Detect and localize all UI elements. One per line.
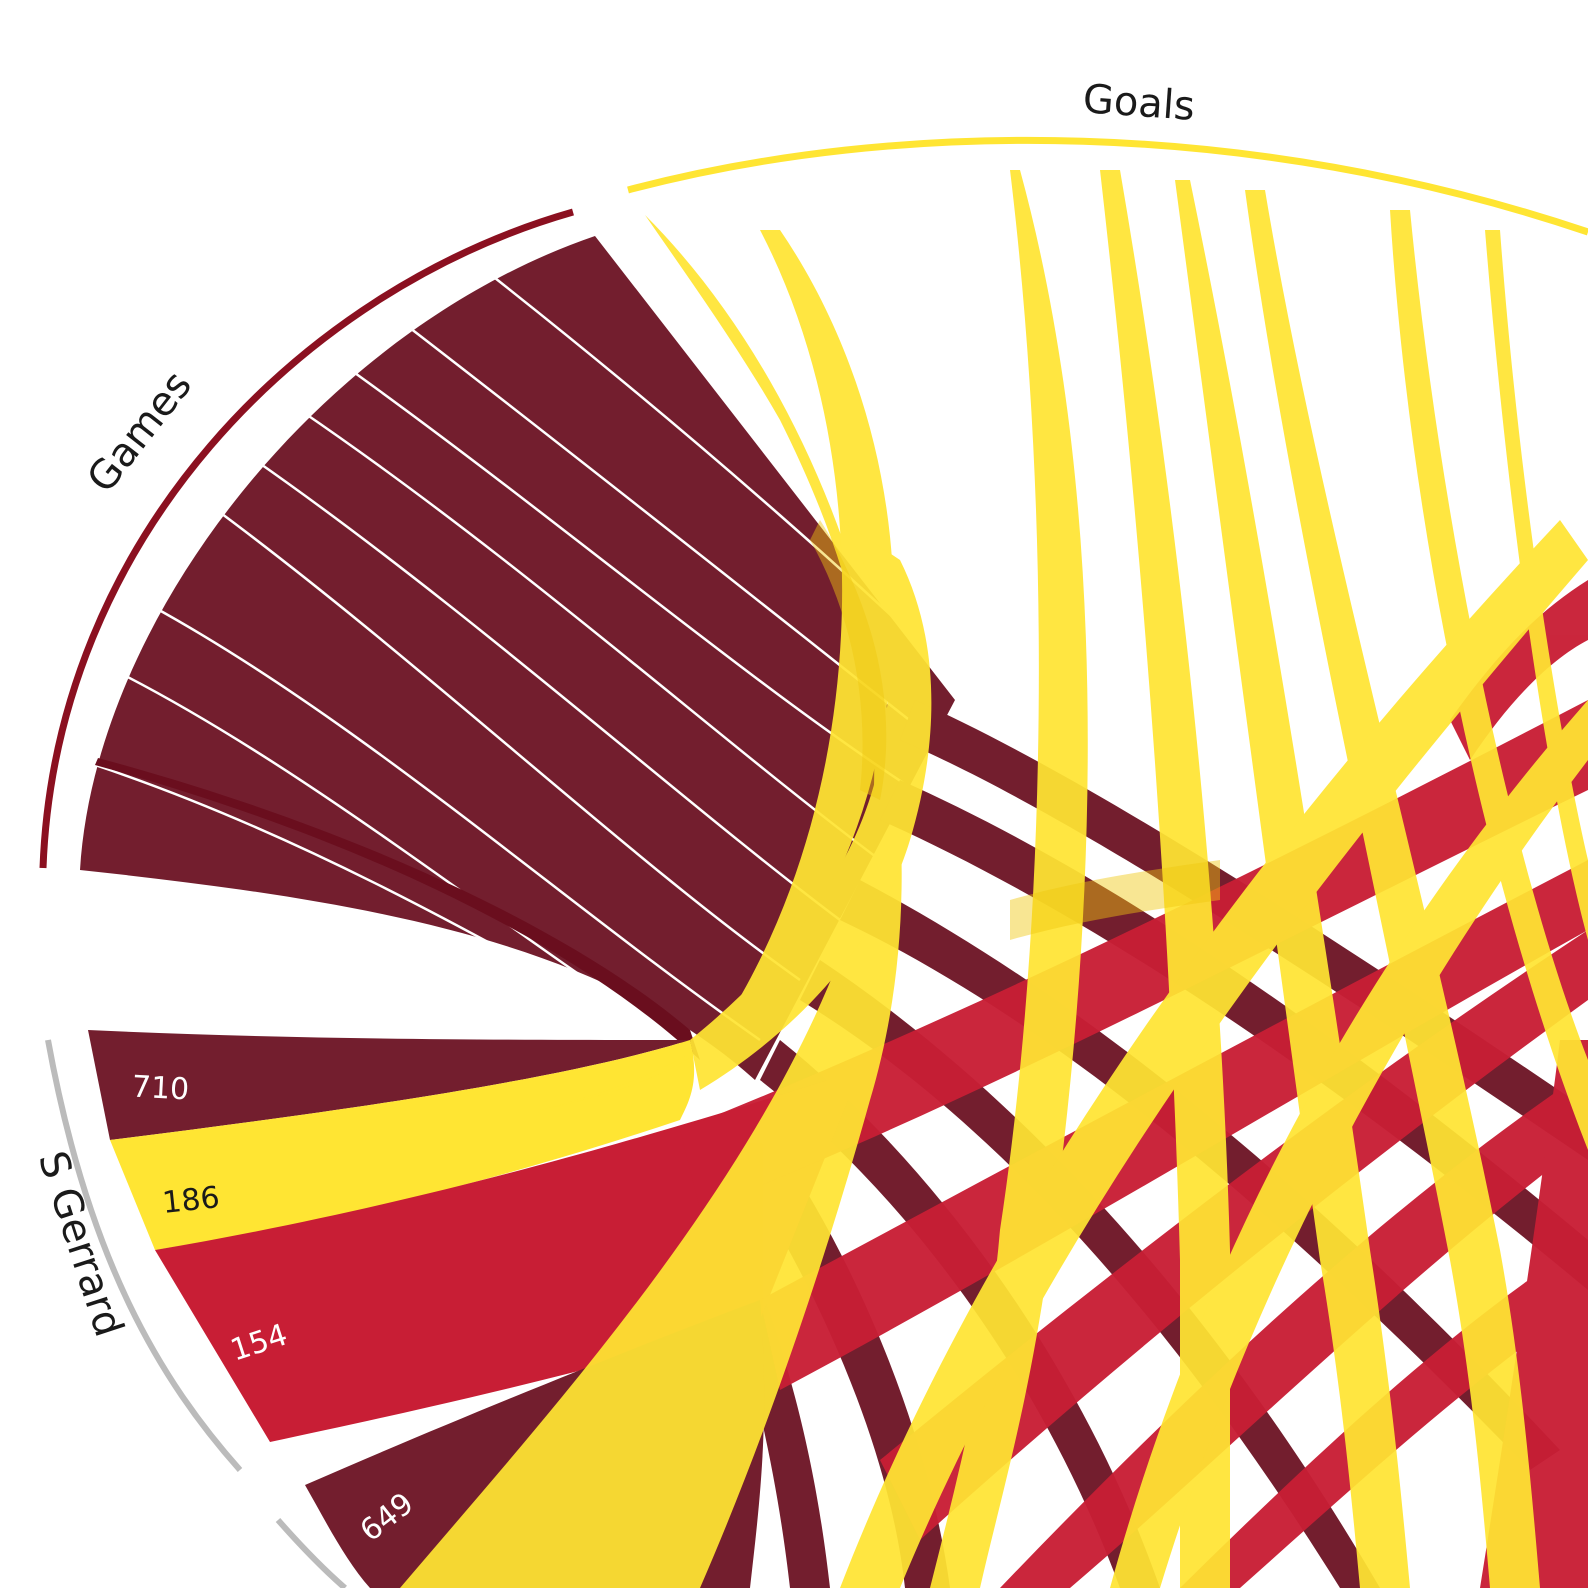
player-goals-value: 186 bbox=[161, 1180, 222, 1221]
goals-label: Goals bbox=[1081, 76, 1196, 130]
goals-overlap-tint bbox=[810, 520, 1220, 940]
player-group-arc bbox=[45, 1039, 243, 1472]
player-goals-segment bbox=[110, 1040, 695, 1250]
next-player-group-arc bbox=[275, 1518, 347, 1588]
goals-ribbons bbox=[400, 170, 1588, 1588]
player-label: S Gerrard bbox=[29, 1146, 132, 1342]
games-segment-fan bbox=[80, 236, 955, 1080]
games-group-arc bbox=[39, 208, 574, 869]
player-other-segment bbox=[155, 1070, 860, 1442]
player-games-segment bbox=[88, 1030, 690, 1140]
player-games-value: 710 bbox=[131, 1070, 190, 1108]
goals-group-arc bbox=[627, 136, 1588, 236]
